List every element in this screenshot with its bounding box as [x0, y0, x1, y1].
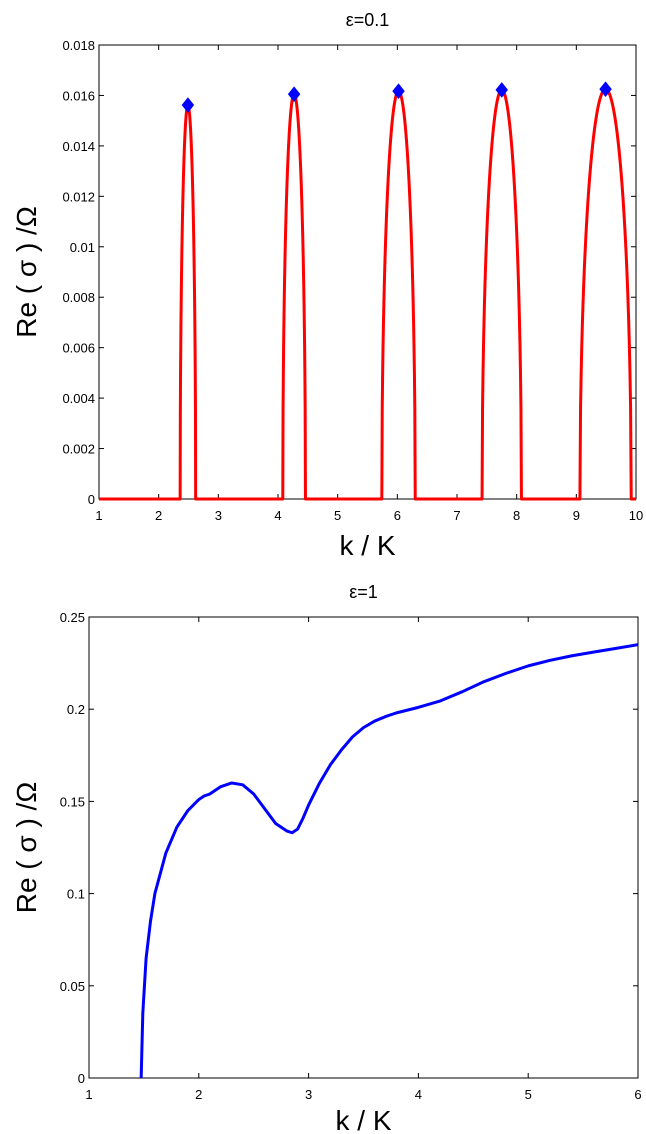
x-tick-label: 2 — [155, 508, 162, 523]
y-tick-label: 0.15 — [60, 794, 85, 809]
y-tick-label: 0.016 — [62, 88, 95, 103]
x-tick-label: 1 — [85, 1087, 92, 1102]
plot-area — [88, 616, 639, 1079]
x-tick-label: 8 — [513, 508, 520, 523]
series-line — [139, 643, 639, 1079]
x-tick-label: 6 — [394, 508, 401, 523]
x-tick-label: 4 — [274, 508, 281, 523]
x-tick-label: 3 — [215, 508, 222, 523]
x-tick-label: 9 — [573, 508, 580, 523]
y-tick-label: 0.25 — [60, 610, 85, 625]
y-tick-label: 0 — [78, 1071, 85, 1086]
chart-title: ε=0.1 — [346, 10, 390, 30]
y-tick-label: 0.004 — [62, 391, 95, 406]
x-tick-label: 5 — [525, 1087, 532, 1102]
x-tick-label: 5 — [334, 508, 341, 523]
peak-marker — [287, 86, 301, 102]
y-tick-label: 0.002 — [62, 442, 95, 457]
x-tick-label: 2 — [195, 1087, 202, 1102]
x-axis-title: k / K — [335, 1105, 391, 1134]
y-axis-title: Re ( σ ) /Ω — [11, 206, 42, 338]
peak-marker — [495, 82, 508, 98]
y-tick-label: 0.2 — [67, 702, 85, 717]
peak-marker — [392, 83, 405, 99]
series-line — [99, 87, 636, 501]
peak-marker — [599, 81, 612, 97]
x-tick-label: 3 — [305, 1087, 312, 1102]
peak-marker — [181, 97, 195, 113]
x-tick-label: 6 — [634, 1087, 641, 1102]
x-tick-label: 10 — [629, 508, 643, 523]
y-axis-title: Re ( σ ) /Ω — [11, 782, 42, 914]
y-tick-label: 0.05 — [60, 979, 85, 994]
chart-2: 1 2 3 4 5 6 0 0.05 0.1 0.15 0.2 0.25 ε=1 k / K Re ( σ … — [11, 582, 642, 1134]
y-tick-label: 0.01 — [70, 240, 95, 255]
chart-title: ε=1 — [349, 582, 378, 602]
x-axis-title: k / K — [339, 530, 395, 561]
y-tick-label: 0.1 — [67, 887, 85, 902]
chart-1: 1 2 3 4 5 6 7 8 9 10 0 0.002 0.004 0.006 0.008 0.01 0.01… — [11, 10, 643, 561]
y-tick-label: 0.018 — [62, 38, 95, 53]
y-tick-label: 0.006 — [62, 341, 95, 356]
y-tick-label: 0.008 — [62, 290, 95, 305]
y-tick-label: 0.012 — [62, 189, 95, 204]
x-tick-label: 4 — [415, 1087, 422, 1102]
y-tick-label: 0.014 — [62, 139, 95, 154]
x-tick-label: 1 — [95, 508, 102, 523]
x-tick-label: 7 — [453, 508, 460, 523]
y-tick-label: 0 — [88, 492, 95, 507]
